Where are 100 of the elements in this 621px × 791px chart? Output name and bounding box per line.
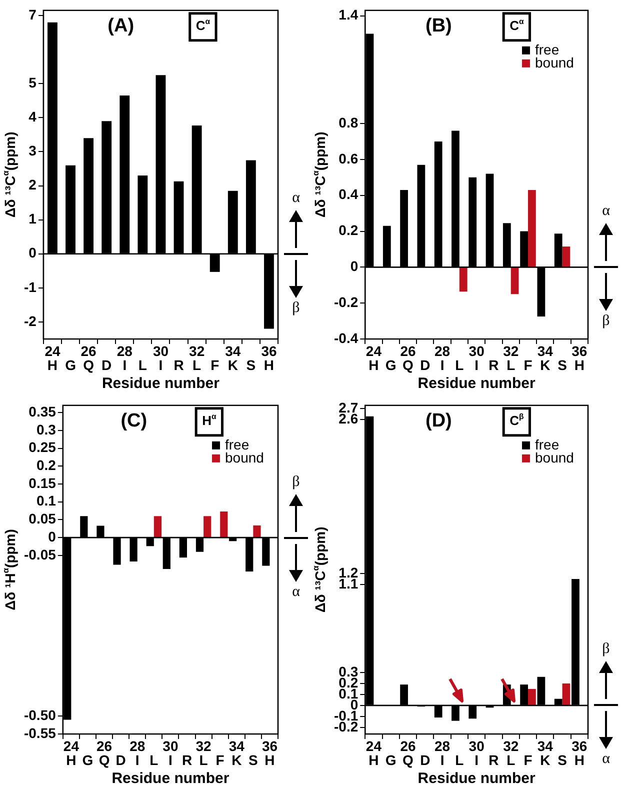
bar bbox=[154, 516, 162, 538]
x-tick-label: F bbox=[210, 356, 220, 373]
y-tick-label: 0 bbox=[48, 528, 56, 544]
y-axis-title: Δδ ¹³Cα(ppm) bbox=[310, 132, 328, 218]
chart-title: (D) bbox=[425, 410, 452, 432]
y-tick-label: 0.25 bbox=[28, 439, 56, 456]
x-tick-label: L bbox=[150, 752, 159, 768]
text: α bbox=[601, 203, 611, 220]
x-tick-label: 34 K bbox=[228, 738, 245, 768]
y-tick-label: 0.6 bbox=[338, 150, 358, 166]
y-tick-label: -0.55 bbox=[24, 724, 56, 741]
x-tick-label: 32 L bbox=[503, 342, 519, 373]
text: β bbox=[601, 313, 611, 330]
x-tick-label: 30 I bbox=[152, 342, 169, 373]
x-tick-label: 36 H bbox=[572, 342, 588, 373]
x-tick-label: L bbox=[455, 356, 464, 373]
text: β bbox=[601, 641, 611, 658]
x-tick-label: 24 H bbox=[63, 738, 80, 768]
x-axis-title: Residue number bbox=[418, 375, 536, 392]
y-tick-label: 4 bbox=[28, 108, 37, 125]
y-tick-label: -0.2 bbox=[334, 294, 358, 310]
x-tick-label: R bbox=[488, 356, 499, 373]
x-tick-label: S bbox=[558, 752, 567, 768]
chart-title: (B) bbox=[425, 16, 452, 37]
bar bbox=[528, 688, 536, 705]
x-tick-label: 26 Q bbox=[400, 738, 416, 768]
y-axis-title: Δδ ¹³Cα(ppm) bbox=[0, 132, 18, 218]
y-tick-label: 0.35 bbox=[28, 403, 56, 420]
bar bbox=[510, 268, 519, 294]
chart-title: (C) bbox=[120, 410, 148, 432]
bar bbox=[253, 525, 261, 538]
y-tick-label: 5 bbox=[28, 74, 37, 90]
y-tick-label: 0 bbox=[350, 258, 358, 274]
x-tick-label: 28 I bbox=[434, 738, 450, 768]
x-tick-label: 32 L bbox=[189, 342, 205, 373]
y-tick-label: 2 bbox=[28, 176, 37, 193]
x-tick-label: 32 L bbox=[196, 738, 212, 768]
x-tick-label: 34 K bbox=[537, 342, 554, 373]
x-tick-label: F bbox=[524, 752, 533, 768]
x-tick-label: D bbox=[420, 356, 430, 373]
y-axis-title: Δδ ¹Hα(ppm) bbox=[0, 529, 18, 610]
x-tick-label: S bbox=[558, 356, 567, 373]
bar bbox=[562, 683, 570, 705]
y-tick-label: 0 bbox=[28, 244, 37, 261]
x-axis-title: Residue number bbox=[418, 770, 536, 788]
x-axis-title: Residue number bbox=[112, 770, 230, 788]
x-tick-label: 26 Q bbox=[400, 342, 416, 373]
x-tick-label: D bbox=[102, 356, 112, 373]
x-tick-label: L bbox=[455, 752, 464, 768]
x-tick-label: R bbox=[174, 356, 184, 373]
y-tick-label: 0.4 bbox=[338, 186, 358, 202]
x-tick-label: 30 I bbox=[468, 738, 485, 768]
x-tick-label: R bbox=[488, 752, 499, 768]
y-tick-label: -0.4 bbox=[334, 330, 358, 346]
y-tick-label: -0.50 bbox=[24, 707, 56, 723]
chart-title: (A) bbox=[108, 16, 134, 37]
x-tick-label: 36 H bbox=[572, 738, 588, 768]
x-tick-label: S bbox=[246, 356, 256, 373]
y-tick-label: 0.1 bbox=[36, 492, 56, 509]
x-tick-label: 34 K bbox=[225, 342, 241, 373]
y-tick-label: 0.8 bbox=[338, 114, 358, 130]
x-tick-label: F bbox=[216, 752, 225, 768]
bar bbox=[562, 246, 570, 267]
x-tick-label: 24 H bbox=[366, 738, 382, 768]
y-tick-label: -1 bbox=[24, 278, 37, 295]
y-tick-label: 0.3 bbox=[36, 421, 56, 438]
x-tick-label: 30 I bbox=[468, 342, 485, 373]
x-tick-label: D bbox=[116, 752, 126, 768]
bar bbox=[204, 516, 212, 538]
y-tick-label: 0.2 bbox=[338, 222, 358, 238]
x-tick-label: 26 Q bbox=[96, 738, 112, 768]
x-tick-label: 26 Q bbox=[80, 342, 97, 373]
text: β bbox=[291, 474, 301, 490]
y-tick-label: 0.05 bbox=[28, 510, 56, 527]
text: α bbox=[291, 584, 301, 600]
x-tick-label: G bbox=[65, 356, 76, 373]
text: β bbox=[291, 300, 301, 316]
x-tick-label: 28 I bbox=[434, 342, 450, 373]
y-tick-label: 3 bbox=[28, 142, 37, 159]
x-tick-label: 30 I bbox=[162, 738, 178, 768]
y-tick-label: 0.2 bbox=[36, 456, 56, 473]
bar bbox=[459, 268, 468, 292]
x-tick-label: 34 K bbox=[537, 738, 554, 768]
y-tick-label: 7 bbox=[28, 6, 37, 22]
x-tick-label: 36 H bbox=[261, 342, 277, 373]
x-tick-label: S bbox=[248, 752, 258, 768]
x-tick-label: G bbox=[385, 356, 396, 373]
y-axis-title: Δδ ¹³Cα(ppm) bbox=[310, 526, 328, 613]
bar bbox=[220, 511, 228, 538]
y-tick-label: -2 bbox=[24, 312, 37, 329]
y-tick-label: -0.05 bbox=[24, 546, 56, 562]
bar bbox=[528, 190, 536, 267]
x-tick-label: L bbox=[138, 356, 148, 373]
x-tick-label: 36 H bbox=[262, 738, 278, 768]
x-tick-label: 24 H bbox=[366, 342, 382, 373]
text: α bbox=[601, 751, 611, 768]
x-tick-label: 24 H bbox=[44, 342, 60, 373]
x-tick-label: G bbox=[385, 752, 396, 768]
x-axis-title: Residue number bbox=[102, 375, 220, 392]
y-tick-label: 1.4 bbox=[338, 6, 358, 23]
